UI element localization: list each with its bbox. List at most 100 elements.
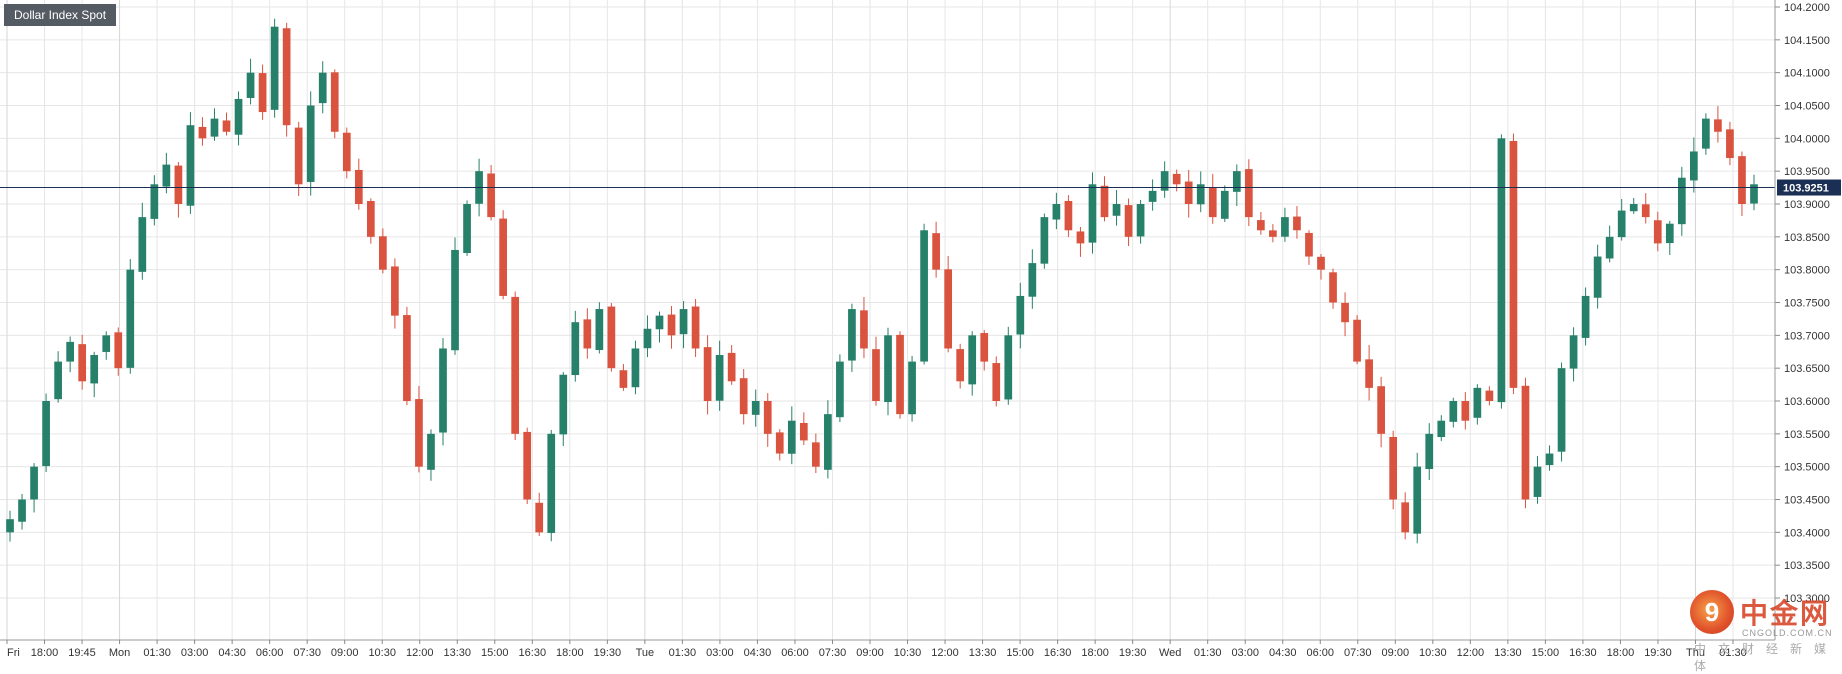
candle-body[interactable] [1690, 151, 1698, 181]
candle-body[interactable] [1269, 230, 1277, 237]
candle-body[interactable] [1425, 433, 1434, 470]
candle-body[interactable] [451, 249, 459, 351]
candle-body[interactable] [222, 120, 231, 132]
candle-body[interactable] [956, 349, 965, 382]
candle-body[interactable] [1220, 190, 1229, 219]
candle-body[interactable] [150, 184, 159, 219]
candle-body[interactable] [66, 341, 74, 362]
candle-body[interactable] [1244, 169, 1253, 218]
candle-body[interactable] [896, 334, 904, 415]
candle-body[interactable] [703, 347, 712, 401]
candle-body[interactable] [1160, 171, 1169, 191]
candle-body[interactable] [366, 201, 375, 237]
candle-body[interactable] [607, 306, 616, 369]
candle-body[interactable] [270, 26, 279, 110]
candle-body[interactable] [1208, 187, 1217, 218]
candle-body[interactable] [246, 72, 255, 98]
candle-body[interactable] [1124, 205, 1133, 237]
candle-body[interactable] [403, 315, 411, 401]
candle-body[interactable] [511, 296, 520, 434]
candle-body[interactable] [1738, 156, 1746, 204]
candle-body[interactable] [102, 335, 111, 352]
candle-body[interactable] [114, 332, 123, 369]
candle-body[interactable] [90, 355, 99, 384]
candle-body[interactable] [920, 230, 928, 362]
candle-body[interactable] [1714, 119, 1722, 132]
candle-body[interactable] [427, 433, 435, 470]
candle-body[interactable] [1377, 386, 1385, 434]
candle-body[interactable] [1305, 232, 1313, 257]
candle-body[interactable] [1329, 272, 1337, 303]
candle-body[interactable] [18, 499, 26, 522]
candle-body[interactable] [547, 433, 556, 533]
candle-body[interactable] [487, 173, 495, 218]
candle-body[interactable] [848, 309, 856, 361]
candle-body[interactable] [1112, 204, 1121, 216]
candle-body[interactable] [198, 126, 207, 139]
candle-body[interactable] [1172, 173, 1181, 185]
candle-body[interactable] [1473, 387, 1482, 418]
candle-body[interactable] [836, 361, 844, 418]
candle-body[interactable] [1605, 236, 1614, 259]
candle-body[interactable] [619, 370, 628, 388]
candle-body[interactable] [1413, 466, 1422, 534]
candle-body[interactable] [1726, 129, 1734, 159]
candle-body[interactable] [415, 399, 423, 467]
candle-body[interactable] [571, 322, 580, 376]
candle-body[interactable] [1100, 185, 1109, 218]
candle-body[interactable] [354, 169, 363, 204]
candle-body[interactable] [1702, 118, 1710, 149]
candle-body[interactable] [54, 361, 62, 400]
candle-body[interactable] [1437, 420, 1446, 438]
candle-body[interactable] [968, 335, 977, 385]
candle-body[interactable] [258, 73, 267, 113]
candle-body[interactable] [1004, 335, 1013, 400]
candle-body[interactable] [162, 164, 171, 187]
candle-body[interactable] [1569, 335, 1578, 369]
candle-body[interactable] [1653, 220, 1662, 244]
candle-body[interactable] [860, 310, 868, 349]
candle-body[interactable] [78, 344, 87, 382]
candle-body[interactable] [1365, 359, 1373, 388]
candle-body[interactable] [908, 361, 916, 415]
candle-body[interactable] [1257, 220, 1265, 231]
candle-body[interactable] [30, 466, 38, 500]
candle-body[interactable] [499, 218, 507, 296]
candle-body[interactable] [775, 432, 784, 454]
candle-body[interactable] [595, 309, 604, 350]
candle-body[interactable] [535, 502, 544, 533]
candle-body[interactable] [42, 401, 50, 467]
candle-body[interactable] [1677, 177, 1686, 225]
candle-body[interactable] [186, 125, 195, 206]
candle-body[interactable] [1196, 184, 1205, 205]
candle-body[interactable] [463, 204, 471, 254]
candle-body[interactable] [559, 374, 568, 435]
candle-body[interactable] [1485, 390, 1494, 401]
candle-body[interactable] [739, 378, 748, 415]
candle-body[interactable] [1617, 210, 1626, 238]
candle-body[interactable] [1088, 184, 1097, 243]
candle-body[interactable] [992, 363, 1001, 401]
candle-body[interactable] [799, 422, 808, 441]
candle-body[interactable] [138, 217, 147, 272]
candle-body[interactable] [1533, 466, 1542, 497]
candle-body[interactable] [1281, 217, 1289, 237]
candle-body[interactable] [944, 269, 952, 349]
candle-body[interactable] [872, 349, 880, 401]
candle-body[interactable] [932, 233, 940, 270]
candle-body[interactable] [391, 266, 399, 316]
candle-body[interactable] [727, 352, 736, 382]
candle-body[interactable] [1629, 204, 1638, 212]
candle-body[interactable] [1028, 263, 1037, 297]
candle-body[interactable] [763, 400, 772, 434]
candle-body[interactable] [715, 355, 724, 401]
candle-body[interactable] [342, 132, 351, 172]
candle-body[interactable] [379, 236, 387, 270]
candle-body[interactable] [1521, 385, 1530, 500]
candle-body[interactable] [1293, 216, 1301, 231]
candle-body[interactable] [679, 309, 688, 335]
candle-body[interactable] [1353, 319, 1361, 362]
candle-body[interactable] [1052, 204, 1061, 220]
candle-body[interactable] [583, 319, 592, 349]
